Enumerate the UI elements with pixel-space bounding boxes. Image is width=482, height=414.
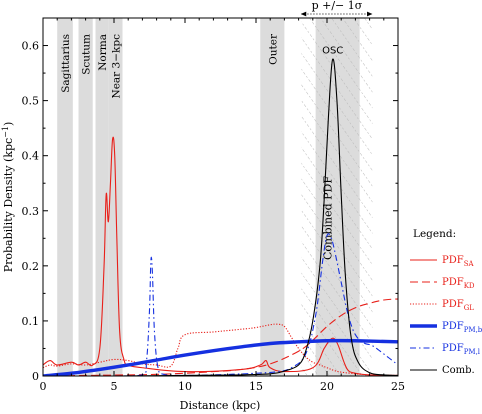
band-outer [260,18,285,376]
band-label-norma: Norma [97,34,109,71]
y-tick-label: 0.3 [22,205,40,218]
x-tick-label: 15 [249,380,263,393]
band-label-outer: Outer [267,33,279,65]
band-norma [95,18,109,376]
osc-peak-label: OSC [322,45,343,56]
plot-frame [42,17,399,377]
x-tick-label: 0 [40,380,47,393]
series-pdf-comb [43,58,398,376]
band-label-scutum: Scutum [81,34,93,75]
x-tick-label: 20 [320,380,334,393]
legend-label-sa: PDFSA [442,255,474,268]
legend-label-comb: Comb. [442,365,475,376]
y-axis-label: Probability Density (kpc−1) [1,122,15,273]
y-tick-label: 0.4 [22,150,40,163]
y-tick-label: 0.2 [22,260,40,273]
y-tick-label: 0.5 [22,95,40,108]
legend-label-kd: PDFKD [442,277,475,290]
legend: Legend: PDFSA PDFKD PDFGL PDFPM,b PDFPM,l Com… [410,228,482,376]
y-tick-label: 0.1 [22,315,40,328]
legend-label-pm-b: PDFPM,b [442,321,482,334]
y-tick-label: 0.6 [22,40,40,53]
y-tick-label: 0 [32,370,39,383]
x-axis-label: Distance (kpc) [180,399,261,412]
x-tick-label: 10 [178,380,192,393]
legend-label-gl: PDFGL [442,299,474,312]
legend-label-pm-l: PDFPM,l [442,343,481,356]
series-pdf-pm-b [43,338,398,376]
top-annotation: p +/− 1σ [300,0,373,17]
band-sagittarius [57,18,73,376]
pdf-series [43,58,398,376]
band-label-near-3-kpc: Near 3−kpc [110,34,122,99]
band-label-sagittarius: Sagittarius [60,34,72,93]
axis-ticks: 0 5 10 15 20 25 0 0.1 0.2 0.3 0.4 0.5 0.6 [22,17,405,393]
x-tick-label: 25 [391,380,405,393]
band-scutum [78,18,93,376]
legend-title: Legend: [413,228,456,240]
spiral-arm-labels: Sagittarius Scutum Norma Near 3−kpc Outer [60,33,279,98]
sigma-range-label: p +/− 1σ [312,0,363,12]
series-pdf-gl [43,323,398,376]
x-tick-label: 5 [111,380,118,393]
